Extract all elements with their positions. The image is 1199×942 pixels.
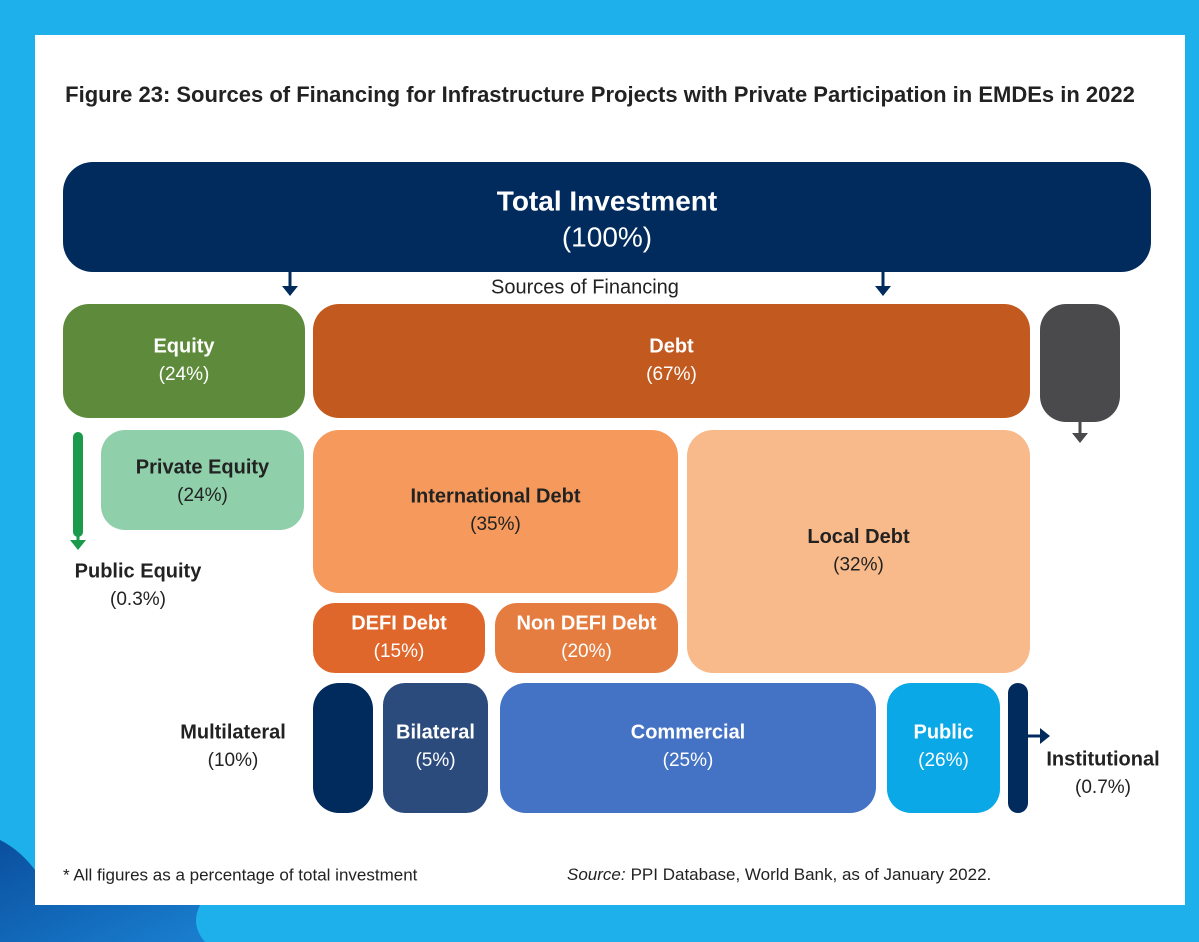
source: Source: PPI Database, World Bank, as of J… (567, 865, 991, 884)
node-share: (10%) (208, 750, 259, 771)
node-label: International Debt (410, 485, 580, 507)
node-box (101, 430, 304, 530)
node-box (313, 430, 678, 593)
node-label: Equity (153, 335, 215, 357)
node-box (63, 304, 305, 418)
node-share: (0.3%) (110, 589, 166, 610)
node-label: Debt (649, 335, 694, 357)
node-share: (100%) (562, 221, 652, 252)
node-box (383, 683, 488, 813)
node-box (500, 683, 876, 813)
arrow-head (875, 286, 891, 296)
node-share: (24%) (177, 485, 228, 506)
node-label: Total Investment (497, 185, 717, 216)
arrow-head (1040, 728, 1050, 744)
node-label: Private Equity (136, 456, 270, 478)
node-box (313, 603, 485, 673)
node-share: (35%) (470, 514, 521, 535)
node-label: Public (913, 721, 973, 743)
node-share: (20%) (561, 641, 612, 662)
subtitle: Sources of Financing (491, 276, 679, 298)
node-share: (26%) (918, 750, 969, 771)
node-label: Public Equity (75, 560, 203, 582)
node-label: Commercial (631, 721, 746, 743)
title: Figure 23: Sources of Financing for Infr… (65, 82, 1135, 107)
node-share: (32%) (833, 555, 884, 576)
corner-decoration (0, 840, 205, 942)
node-box (887, 683, 1000, 813)
node-box (1040, 304, 1120, 422)
node-box (687, 430, 1030, 673)
source-text: PPI Database, World Bank, as of January … (631, 865, 992, 884)
source-label: Source: (567, 865, 626, 884)
node-box (63, 162, 1151, 272)
node-share: (25%) (663, 750, 714, 771)
node-box (313, 304, 1030, 418)
node-box (495, 603, 678, 673)
node-label: Local Debt (807, 526, 910, 548)
footnote: * All figures as a percentage of total i… (63, 865, 418, 884)
public-equity-bar (73, 432, 83, 537)
node-label: Bilateral (396, 721, 475, 743)
node-label: Subsidy (1041, 455, 1120, 477)
node-share: (24%) (159, 364, 210, 385)
node-box (313, 683, 373, 813)
node-label: Non DEFI Debt (517, 612, 657, 634)
node-label: Multilateral (180, 721, 286, 743)
arrow-head (282, 286, 298, 296)
node-label: DEFI Debt (351, 612, 447, 634)
node-box (1008, 683, 1028, 813)
arrow-head (1072, 433, 1088, 443)
node-share: (9%) (1060, 484, 1100, 505)
node-share: (15%) (374, 641, 425, 662)
node-share: (5%) (415, 750, 455, 771)
node-label: Institutional (1046, 748, 1159, 770)
node-share: (0.7%) (1075, 777, 1131, 798)
node-share: (67%) (646, 364, 697, 385)
arrow-head (70, 540, 86, 550)
